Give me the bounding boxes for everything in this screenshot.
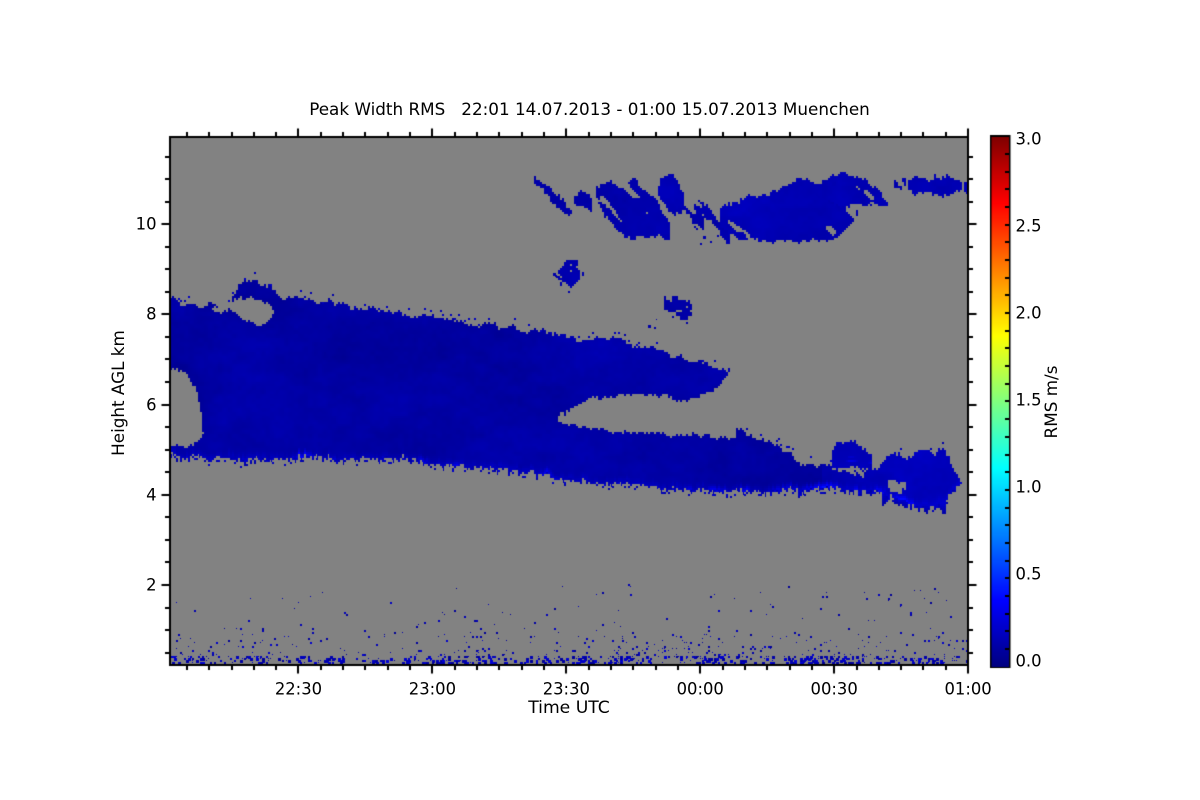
y-tick-label: 10 <box>135 214 157 234</box>
x-tick-label: 23:00 <box>408 679 457 698</box>
colorbar-tick-label: 0.5 <box>1015 564 1042 584</box>
y-tick-label: 8 <box>146 304 157 324</box>
x-tick-label: 00:00 <box>676 679 724 698</box>
x-tick-label: 23:30 <box>542 679 590 698</box>
colorbar-tick-label: 0.0 <box>1015 651 1042 671</box>
y-tick-label: 4 <box>146 485 157 505</box>
colorbar-tick-label: 2.5 <box>1015 216 1042 236</box>
x-axis-title: Time UTC <box>528 697 610 718</box>
colorbar-tick-label: 1.0 <box>1015 477 1042 497</box>
x-tick-label: 22:30 <box>274 679 323 698</box>
y-tick-label: 2 <box>146 575 157 595</box>
x-tick-label: 01:00 <box>944 679 992 698</box>
chart-title: Peak Width RMS 22:01 14.07.2013 - 01:00 … <box>309 98 870 119</box>
colorbar-tick-label: 1.5 <box>1015 390 1042 410</box>
colorbar-tick-label: 3.0 <box>1015 129 1042 149</box>
y-axis-title: Height AGL km <box>108 330 128 456</box>
colorbar-title: RMS m/s <box>1040 365 1061 439</box>
y-tick-label: 6 <box>146 395 157 415</box>
x-tick-label: 00:30 <box>810 679 858 698</box>
colorbar-tick-label: 2.0 <box>1015 303 1042 323</box>
